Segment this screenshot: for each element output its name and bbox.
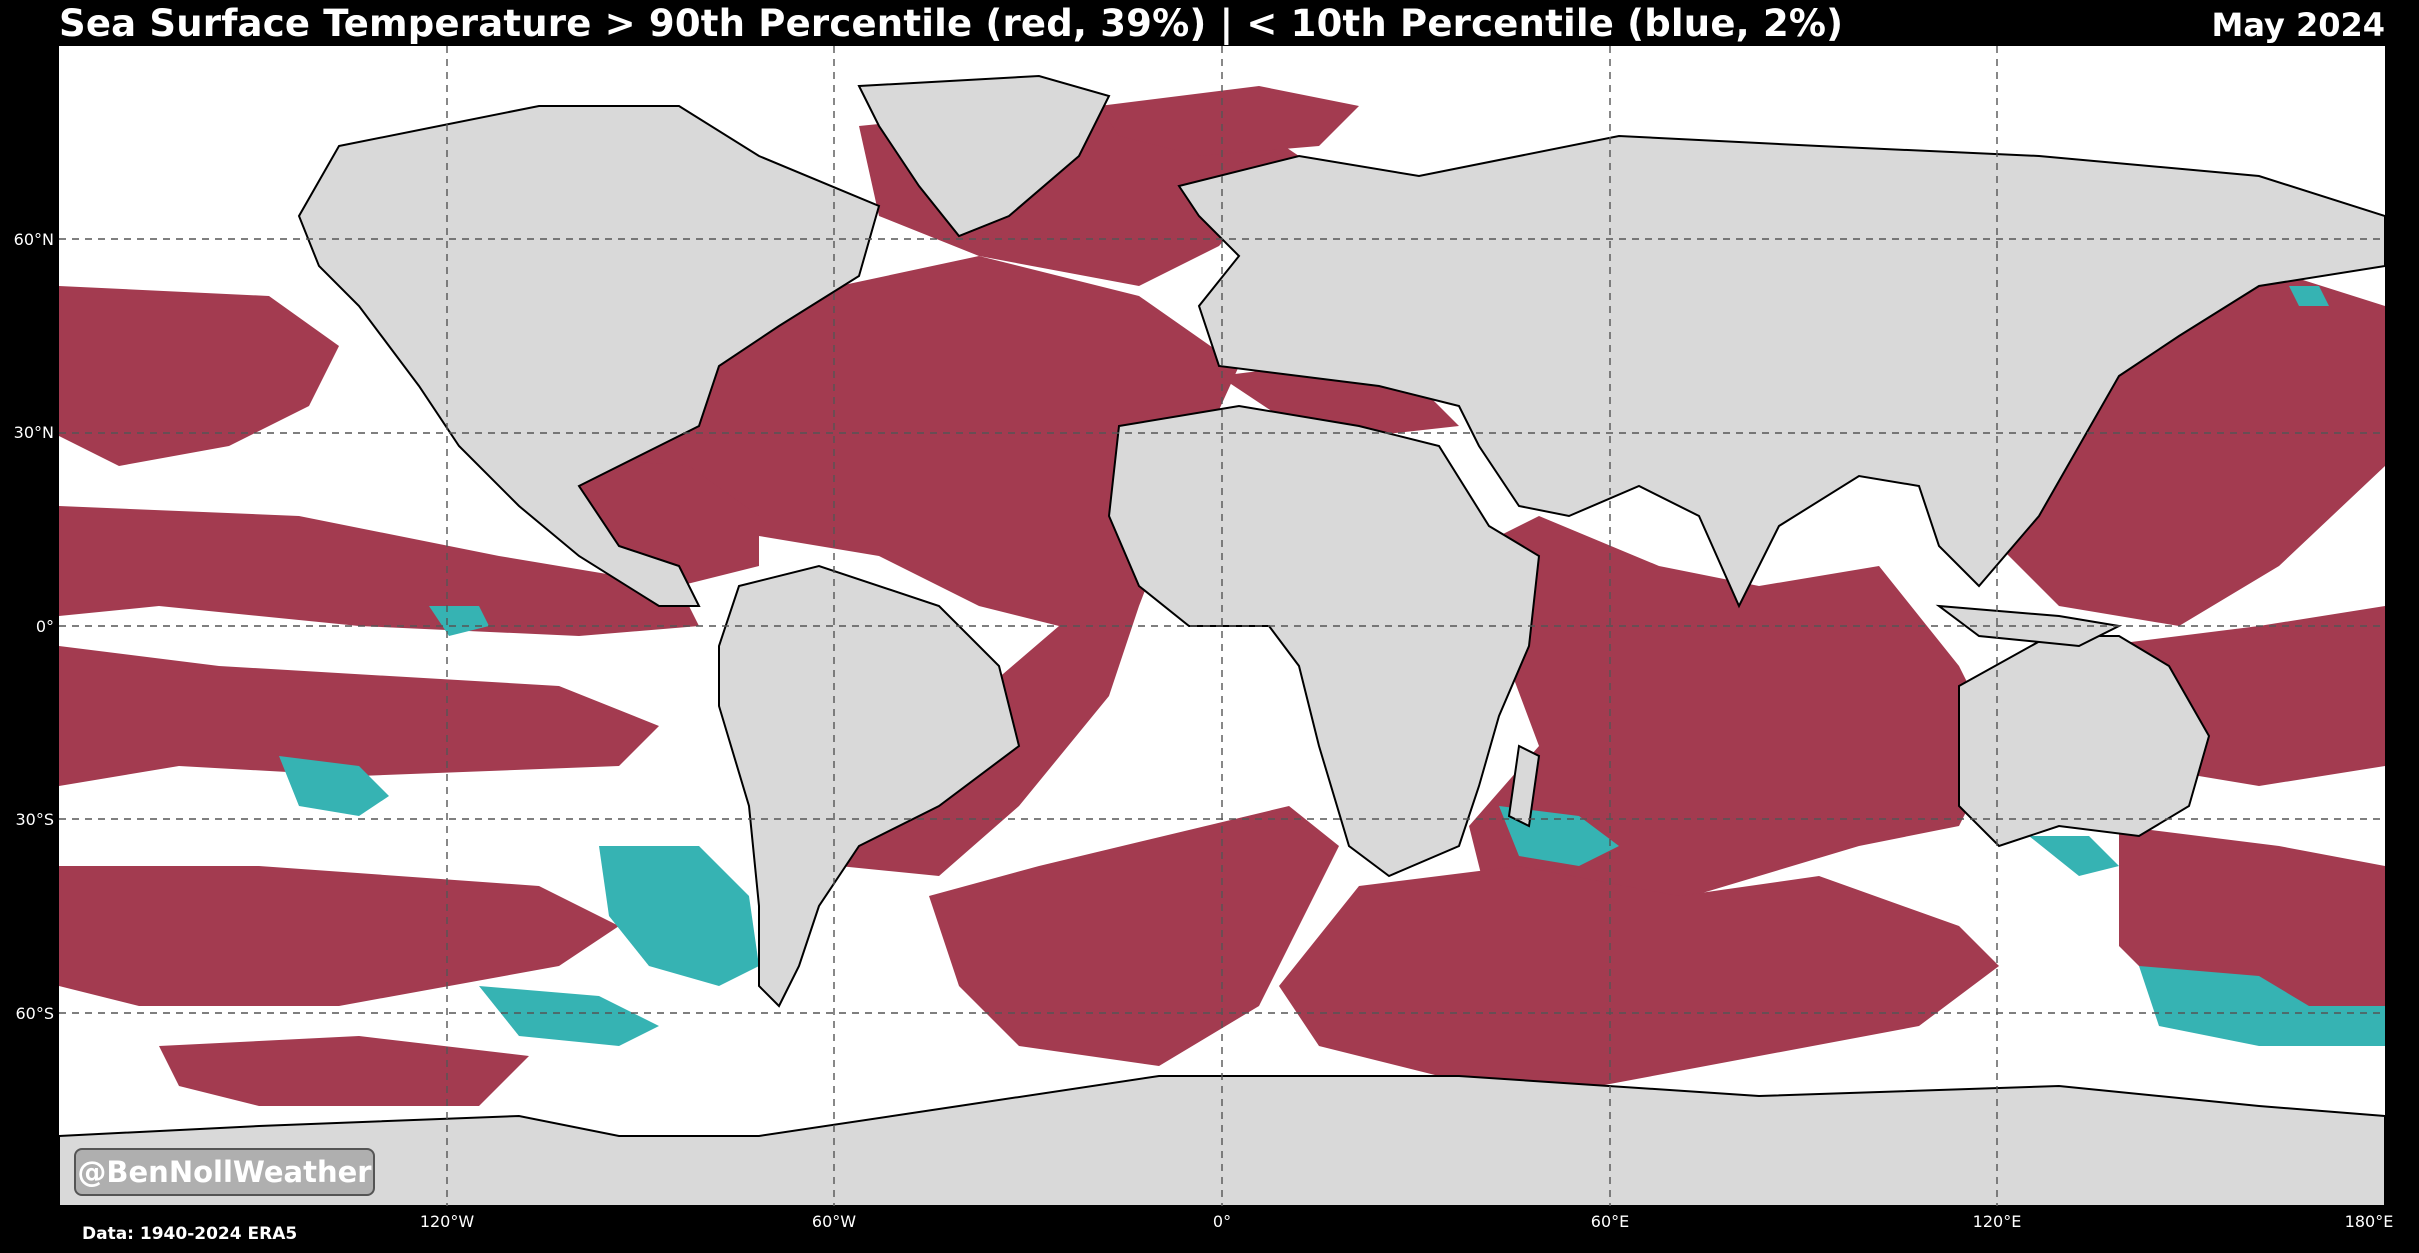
world-map	[59, 46, 2385, 1206]
warm-tropical-pacific-south	[59, 646, 659, 786]
land-greenland	[857, 74, 1111, 238]
lat-label-30n: 30°N	[13, 423, 54, 442]
cold-south-pacific-patches	[279, 756, 389, 816]
land-madagascar	[1507, 744, 1541, 828]
lon-label-60w: 60°W	[811, 1212, 857, 1231]
warm-southern-pacific	[159, 1036, 529, 1106]
watermark-handle: @BenNollWeather	[74, 1148, 375, 1196]
cold-south-pacific-east	[599, 846, 759, 986]
graticule	[59, 46, 2385, 1206]
cold-australia-south	[2029, 836, 2119, 876]
lon-label-0: 0°	[1212, 1212, 1232, 1231]
lat-label-60n: 60°N	[13, 230, 54, 249]
warm-south-atlantic	[929, 806, 1339, 1066]
land-masses	[59, 74, 2385, 1206]
cold-southern-ocean-east	[2139, 966, 2385, 1046]
chart-title: Sea Surface Temperature > 90th Percentil…	[59, 2, 1844, 45]
date-label: May 2024	[2211, 6, 2385, 44]
warm-south-indian	[1279, 866, 1999, 1086]
lon-label-180e: 180°E	[2344, 1212, 2394, 1231]
land-eurasia	[1177, 134, 2385, 609]
lat-label-30s: 30°S	[15, 810, 54, 829]
lon-label-120e: 120°E	[1972, 1212, 2022, 1231]
warm-south-pacific	[59, 866, 619, 1006]
cold-equatorial-pacific	[429, 606, 489, 636]
warm-barents-sea	[1099, 86, 1359, 156]
lat-label-equator: 0°	[35, 617, 54, 636]
warm-atlantic	[579, 256, 1239, 876]
warm-indian-ocean	[1459, 516, 1999, 916]
data-source: Data: 1940-2024 ERA5	[82, 1224, 298, 1244]
warm-north-pacific	[59, 286, 339, 466]
cold-southern-ocean-pacific	[479, 986, 659, 1046]
lat-label-60s: 60°S	[15, 1004, 54, 1023]
land-africa	[1107, 404, 1541, 878]
lon-label-60e: 60°E	[1590, 1212, 1630, 1231]
warm-south-west-pacific	[2119, 826, 2385, 1016]
land-north-america	[297, 105, 881, 607]
lon-label-120w: 120°W	[419, 1212, 475, 1231]
cold-north-pacific-west	[2289, 286, 2329, 306]
warm-tropical-pacific-north	[59, 506, 699, 636]
cold-anomaly-areas	[279, 286, 2385, 1046]
land-south-america	[718, 564, 1021, 1008]
